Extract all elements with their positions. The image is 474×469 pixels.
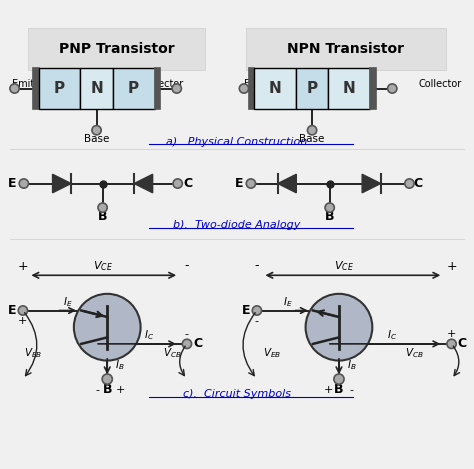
Text: +: + — [324, 385, 333, 395]
Text: P: P — [128, 81, 139, 96]
Text: N: N — [269, 81, 282, 96]
Circle shape — [18, 306, 27, 315]
Text: B: B — [98, 211, 107, 223]
Text: Emitter: Emitter — [12, 79, 48, 89]
Text: C: C — [193, 337, 202, 350]
Circle shape — [405, 179, 414, 188]
Text: C: C — [413, 177, 422, 190]
Bar — [33, 68, 39, 109]
Text: -: - — [95, 385, 99, 395]
Text: E: E — [235, 177, 244, 190]
Text: Collector: Collector — [419, 79, 462, 89]
Text: Emitter: Emitter — [244, 79, 280, 89]
Bar — [246, 28, 446, 70]
Text: $V_{EB}$: $V_{EB}$ — [263, 346, 281, 360]
Bar — [113, 68, 155, 109]
Text: -: - — [185, 259, 189, 272]
Text: -: - — [350, 385, 354, 395]
Polygon shape — [362, 174, 381, 193]
Text: N: N — [90, 81, 103, 96]
Circle shape — [98, 203, 107, 212]
Text: E: E — [8, 177, 17, 190]
Circle shape — [173, 179, 182, 188]
Text: a).  Physical Construction: a). Physical Construction — [166, 137, 308, 147]
Text: +: + — [18, 316, 27, 325]
Polygon shape — [134, 174, 153, 193]
Circle shape — [92, 126, 101, 135]
Circle shape — [447, 339, 456, 348]
Circle shape — [252, 306, 262, 315]
Bar — [370, 68, 375, 109]
Circle shape — [74, 294, 141, 361]
Circle shape — [325, 203, 334, 212]
Text: $V_{CE}$: $V_{CE}$ — [334, 259, 354, 273]
Text: NPN Transistor: NPN Transistor — [287, 42, 404, 56]
Text: C: C — [458, 337, 467, 350]
Text: Base: Base — [300, 135, 325, 144]
Bar — [39, 68, 81, 109]
Text: -: - — [255, 316, 259, 325]
Text: C: C — [184, 177, 193, 190]
Text: +: + — [447, 329, 456, 339]
Text: $I_C$: $I_C$ — [144, 329, 154, 342]
Text: E: E — [8, 304, 17, 317]
Text: $V_{CE}$: $V_{CE}$ — [92, 259, 112, 273]
Circle shape — [10, 84, 19, 93]
Circle shape — [246, 179, 255, 188]
Circle shape — [388, 84, 397, 93]
Text: E: E — [242, 304, 251, 317]
Text: $I_E$: $I_E$ — [283, 295, 293, 309]
Text: B: B — [102, 383, 112, 396]
Circle shape — [334, 374, 344, 384]
Bar — [248, 68, 254, 109]
Polygon shape — [278, 174, 296, 193]
Text: $I_E$: $I_E$ — [63, 295, 73, 309]
Polygon shape — [53, 174, 71, 193]
Text: +: + — [18, 259, 28, 272]
Circle shape — [182, 339, 191, 348]
Bar — [81, 68, 113, 109]
Circle shape — [172, 84, 182, 93]
Circle shape — [306, 294, 372, 361]
Text: b).  Two-diode Analogy: b). Two-diode Analogy — [173, 220, 301, 230]
Text: -: - — [185, 329, 189, 339]
Text: $I_C$: $I_C$ — [387, 329, 397, 342]
Circle shape — [19, 179, 28, 188]
Circle shape — [102, 374, 112, 384]
Bar — [296, 68, 328, 109]
Bar — [254, 68, 296, 109]
Bar — [328, 68, 370, 109]
Text: -: - — [255, 259, 259, 272]
Text: $I_B$: $I_B$ — [346, 358, 356, 372]
Text: B: B — [325, 211, 335, 223]
Text: $V_{CB}$: $V_{CB}$ — [163, 346, 182, 360]
Text: Base: Base — [84, 135, 109, 144]
Text: +: + — [116, 385, 125, 395]
Text: Collector: Collector — [140, 79, 184, 89]
Text: $V_{CB}$: $V_{CB}$ — [405, 346, 423, 360]
Circle shape — [308, 126, 317, 135]
Text: c).  Circuit Symbols: c). Circuit Symbols — [183, 389, 291, 400]
Text: PNP Transistor: PNP Transistor — [59, 42, 174, 56]
Bar — [28, 28, 205, 70]
Text: N: N — [343, 81, 356, 96]
Text: P: P — [54, 81, 65, 96]
Text: B: B — [334, 383, 344, 396]
Text: $I_B$: $I_B$ — [115, 358, 125, 372]
Text: $V_{EB}$: $V_{EB}$ — [24, 346, 42, 360]
Bar — [155, 68, 160, 109]
Text: P: P — [307, 81, 318, 96]
Text: +: + — [446, 259, 457, 272]
Circle shape — [239, 84, 248, 93]
